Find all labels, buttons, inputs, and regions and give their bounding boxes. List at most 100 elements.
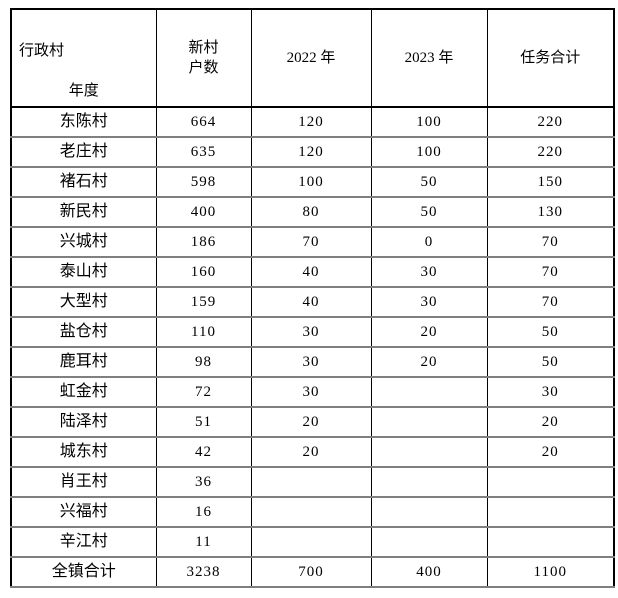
- cell-households: 3238: [155, 556, 252, 588]
- cell-village: 兴城村: [10, 226, 157, 258]
- cell-2023: [370, 406, 488, 438]
- cell-2023: [370, 376, 488, 408]
- table-row: 新民村 400 80 50 130: [10, 196, 615, 228]
- cell-village: 老庄村: [10, 136, 157, 168]
- cell-village: 兴福村: [10, 496, 157, 528]
- table-body: 东陈村 664 120 100 220 老庄村 635 120 100 220 褚石村 598 100 5…: [10, 106, 615, 588]
- cell-2023: 50: [370, 196, 488, 228]
- cell-2023: 400: [370, 556, 488, 588]
- cell-2022: 100: [250, 166, 372, 198]
- cell-2023: 0: [370, 226, 488, 258]
- cell-2022: [250, 496, 372, 528]
- cell-households: 42: [155, 436, 252, 468]
- header-year-label: 年度: [68, 83, 99, 99]
- village-task-table-container: 行政村 年度 新村 户数 2022 年 2023 年 任务合计 东陈村 664 12…: [10, 8, 615, 588]
- table-row: 褚石村 598 100 50 150: [10, 166, 615, 198]
- cell-task-total: [486, 496, 615, 528]
- cell-2022: 70: [250, 226, 372, 258]
- cell-households: 159: [155, 286, 252, 318]
- cell-2022: 20: [250, 436, 372, 468]
- cell-2022: [250, 466, 372, 498]
- cell-households: 186: [155, 226, 252, 258]
- cell-2023: 100: [370, 136, 488, 168]
- cell-2022: 120: [250, 136, 372, 168]
- cell-task-total: [486, 466, 615, 498]
- cell-task-total: 150: [486, 166, 615, 198]
- cell-2022: 20: [250, 406, 372, 438]
- cell-2023: 50: [370, 166, 488, 198]
- cell-village: 辛江村: [10, 526, 157, 558]
- cell-task-total: 1100: [486, 556, 615, 588]
- cell-households: 98: [155, 346, 252, 378]
- cell-village: 新民村: [10, 196, 157, 228]
- cell-households: 51: [155, 406, 252, 438]
- cell-village: 虹金村: [10, 376, 157, 408]
- cell-households: 72: [155, 376, 252, 408]
- cell-2023: [370, 436, 488, 468]
- table-row: 鹿耳村 98 30 20 50: [10, 346, 615, 378]
- cell-village: 褚石村: [10, 166, 157, 198]
- cell-2023: [370, 466, 488, 498]
- table-row: 肖王村 36: [10, 466, 615, 498]
- village-task-table: 行政村 年度 新村 户数 2022 年 2023 年 任务合计 东陈村 664 12…: [10, 8, 615, 588]
- cell-2023: 30: [370, 256, 488, 288]
- cell-2023: 30: [370, 286, 488, 318]
- cell-households: 598: [155, 166, 252, 198]
- table-row: 兴福村 16: [10, 496, 615, 528]
- cell-village: 泰山村: [10, 256, 157, 288]
- cell-2023: [370, 526, 488, 558]
- header-row: 行政村 年度 新村 户数 2022 年 2023 年 任务合计: [10, 9, 615, 108]
- cell-households: 635: [155, 136, 252, 168]
- cell-task-total: 220: [486, 136, 615, 168]
- cell-2022: [250, 526, 372, 558]
- cell-village: 盐仓村: [10, 316, 157, 348]
- table-row: 虹金村 72 30 30: [10, 376, 615, 408]
- cell-2023: 20: [370, 316, 488, 348]
- cell-2023: [370, 496, 488, 528]
- header-households-line1: 新村: [188, 39, 219, 56]
- cell-task-total: 30: [486, 376, 615, 408]
- header-2023: 2023 年: [370, 9, 488, 108]
- cell-task-total: [486, 526, 615, 558]
- cell-task-total: 130: [486, 196, 615, 228]
- cell-village: 全镇合计: [10, 556, 157, 588]
- table-row: 东陈村 664 120 100 220: [10, 106, 615, 138]
- cell-2022: 40: [250, 256, 372, 288]
- cell-task-total: 70: [486, 256, 615, 288]
- cell-village: 东陈村: [10, 106, 157, 138]
- cell-task-total: 50: [486, 316, 615, 348]
- cell-households: 160: [155, 256, 252, 288]
- cell-task-total: 50: [486, 346, 615, 378]
- cell-village: 鹿耳村: [10, 346, 157, 378]
- cell-2023: 100: [370, 106, 488, 138]
- cell-households: 110: [155, 316, 252, 348]
- table-row: 辛江村 11: [10, 526, 615, 558]
- cell-task-total: 70: [486, 226, 615, 258]
- cell-2022: 30: [250, 346, 372, 378]
- header-corner-cell: 行政村 年度: [10, 9, 157, 108]
- table-row: 兴城村 186 70 0 70: [10, 226, 615, 258]
- cell-village: 肖王村: [10, 466, 157, 498]
- cell-households: 16: [155, 496, 252, 528]
- table-row: 陆泽村 51 20 20: [10, 406, 615, 438]
- cell-village: 陆泽村: [10, 406, 157, 438]
- cell-village: 城东村: [10, 436, 157, 468]
- total-row: 全镇合计 3238 700 400 1100: [10, 556, 615, 588]
- cell-2022: 30: [250, 376, 372, 408]
- cell-task-total: 70: [486, 286, 615, 318]
- table-row: 泰山村 160 40 30 70: [10, 256, 615, 288]
- cell-2022: 120: [250, 106, 372, 138]
- table-row: 大型村 159 40 30 70: [10, 286, 615, 318]
- cell-households: 400: [155, 196, 252, 228]
- cell-households: 11: [155, 526, 252, 558]
- cell-2022: 40: [250, 286, 372, 318]
- header-households-line2: 户数: [188, 60, 219, 76]
- table-row: 盐仓村 110 30 20 50: [10, 316, 615, 348]
- cell-village: 大型村: [10, 286, 157, 318]
- header-village-label: 行政村: [19, 43, 65, 59]
- cell-task-total: 220: [486, 106, 615, 138]
- cell-task-total: 20: [486, 436, 615, 468]
- cell-task-total: 20: [486, 406, 615, 438]
- cell-households: 664: [155, 106, 252, 138]
- cell-households: 36: [155, 466, 252, 498]
